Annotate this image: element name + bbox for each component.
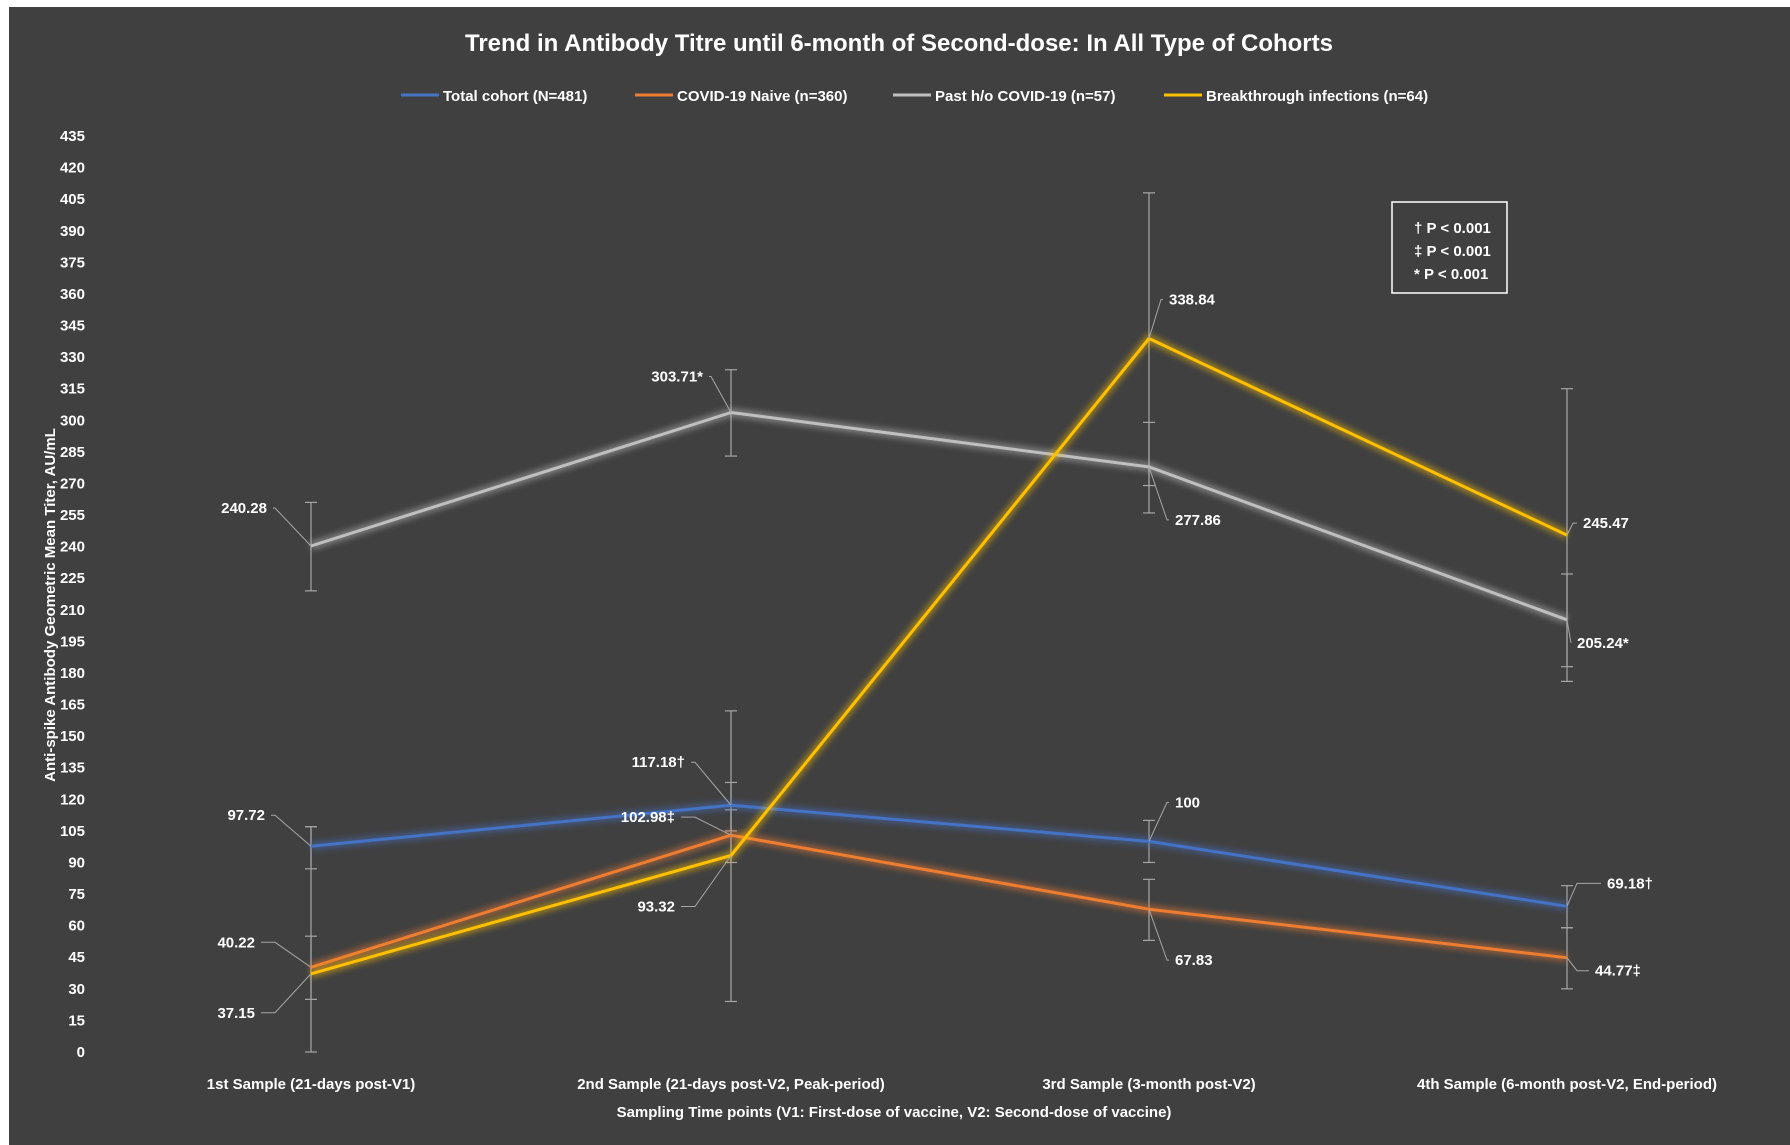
data-label: 205.24* [1566, 619, 1629, 652]
svg-text:338.84: 338.84 [1169, 291, 1216, 308]
y-tick-label: 405 [60, 191, 85, 208]
x-axis-title: Sampling Time points (V1: First-dose of … [617, 1104, 1172, 1121]
y-tick-label: 270 [60, 475, 85, 492]
legend-label: Breakthrough infections (n=64) [1206, 88, 1428, 105]
data-label: 338.84 [1148, 291, 1216, 339]
y-axis-title: Anti-spike Antibody Geometric Mean Titer… [42, 428, 59, 782]
y-tick-label: 60 [68, 918, 85, 935]
y-tick-label: 210 [60, 602, 85, 619]
y-tick-label: 0 [77, 1044, 85, 1061]
svg-text:93.32: 93.32 [637, 898, 675, 915]
svg-text:44.77‡: 44.77‡ [1595, 963, 1641, 980]
legend-item: Breakthrough infections (n=64) [1164, 88, 1428, 105]
svg-text:277.86: 277.86 [1175, 512, 1221, 529]
x-tick-label: 2nd Sample (21-days post-V2, Peak-period… [577, 1076, 885, 1093]
legend-item: Past h/o COVID-19 (n=57) [893, 88, 1115, 105]
y-tick-label: 30 [68, 981, 85, 998]
x-tick-label: 1st Sample (21-days post-V1) [207, 1076, 415, 1093]
significance-note: † P < 0.001 [1414, 220, 1491, 237]
svg-text:100: 100 [1175, 794, 1200, 811]
svg-text:40.22: 40.22 [217, 934, 255, 951]
y-tick-label: 300 [60, 412, 85, 429]
y-tick-label: 315 [60, 381, 85, 398]
y-tick-label: 195 [60, 633, 85, 650]
chart-frame: Trend in Antibody Titre until 6-month of… [9, 7, 1790, 1145]
series-line [310, 800, 1568, 911]
svg-text:240.28: 240.28 [221, 500, 267, 517]
svg-text:69.18†: 69.18† [1607, 875, 1653, 892]
y-tick-label: 345 [60, 318, 85, 335]
x-axis: 1st Sample (21-days post-V1) 2nd Sample (… [207, 1076, 1717, 1093]
significance-note-box: † P < 0.001 ‡ P < 0.001 * P < 0.001 [1391, 201, 1508, 294]
y-tick-label: 180 [60, 665, 85, 682]
y-tick-label: 75 [68, 886, 85, 903]
y-tick-label: 360 [60, 286, 85, 303]
chart: Trend in Antibody Titre until 6-month of… [42, 30, 1717, 1121]
y-tick-label: 420 [60, 160, 85, 177]
y-tick-label: 375 [60, 254, 85, 271]
svg-text:67.83: 67.83 [1175, 952, 1213, 969]
y-tick-label: 435 [60, 128, 85, 145]
data-label: 303.71* [651, 368, 732, 413]
svg-text:37.15: 37.15 [217, 1005, 255, 1022]
y-tick-label: 90 [68, 854, 85, 871]
series-lines [309, 334, 1569, 979]
data-labels: 97.72 117.18† 100 69.18† 40.22 102.98‡ 67.83 44… [217, 291, 1652, 1021]
y-tick-label: 45 [68, 949, 85, 966]
significance-note: * P < 0.001 [1414, 266, 1488, 283]
legend-label: COVID-19 Naive (n=360) [677, 88, 848, 105]
svg-text:117.18†: 117.18† [632, 754, 685, 771]
data-label: 69.18† [1566, 875, 1653, 907]
legend-item: Total cohort (N=481) [401, 88, 587, 105]
series-line [309, 830, 1568, 972]
legend-item: COVID-19 Naive (n=360) [635, 88, 848, 105]
data-label: 37.15 [217, 973, 312, 1022]
x-tick-label: 4th Sample (6-month post-V2, End-period) [1417, 1076, 1717, 1093]
chart-title: Trend in Antibody Titre until 6-month of… [465, 30, 1333, 57]
data-label: 67.83 [1148, 909, 1213, 969]
x-tick-label: 3rd Sample (3-month post-V2) [1042, 1076, 1255, 1093]
svg-text:97.72: 97.72 [227, 807, 265, 824]
y-axis: 0 15 30 45 60 75 90 105 120 135 150 165 180 195 210 225… [60, 128, 85, 1061]
y-tick-label: 150 [60, 728, 85, 745]
legend-label: Past h/o COVID-19 (n=57) [935, 88, 1115, 105]
data-label: 100 [1148, 794, 1200, 842]
y-tick-label: 225 [60, 570, 85, 587]
svg-text:303.71*: 303.71* [651, 368, 703, 385]
svg-text:102.98‡: 102.98‡ [621, 809, 675, 826]
data-label: 44.77‡ [1566, 957, 1641, 980]
y-tick-label: 165 [60, 697, 85, 714]
y-tick-label: 15 [68, 1012, 85, 1029]
data-label: 245.47 [1566, 515, 1629, 536]
y-tick-label: 285 [60, 444, 85, 461]
y-tick-label: 105 [60, 823, 85, 840]
significance-note: ‡ P < 0.001 [1414, 243, 1491, 260]
series-line [309, 334, 1569, 979]
svg-text:245.47: 245.47 [1583, 515, 1629, 532]
y-tick-label: 330 [60, 349, 85, 366]
data-label: 117.18† [632, 754, 732, 806]
data-label: 240.28 [221, 500, 312, 547]
data-label: 102.98‡ [621, 809, 732, 836]
svg-text:205.24*: 205.24* [1577, 635, 1629, 652]
data-label: 93.32 [637, 855, 732, 915]
data-label: 97.72 [227, 807, 312, 847]
y-tick-label: 135 [60, 760, 85, 777]
data-label: 277.86 [1148, 466, 1221, 529]
legend: Total cohort (N=481) COVID-19 Naive (n=36… [401, 88, 1428, 105]
y-tick-label: 390 [60, 223, 85, 240]
y-tick-label: 120 [60, 791, 85, 808]
error-bar [305, 501, 317, 592]
data-label: 40.22 [217, 934, 312, 968]
y-tick-label: 255 [60, 507, 85, 524]
legend-label: Total cohort (N=481) [443, 88, 587, 105]
series-line [309, 408, 1569, 625]
y-tick-label: 240 [60, 539, 85, 556]
error-bar [305, 826, 317, 1053]
